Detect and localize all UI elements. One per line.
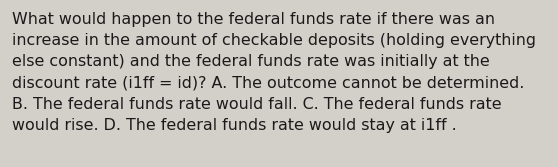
Text: What would happen to the federal funds rate if there was an
increase in the amou: What would happen to the federal funds r…: [12, 12, 536, 133]
